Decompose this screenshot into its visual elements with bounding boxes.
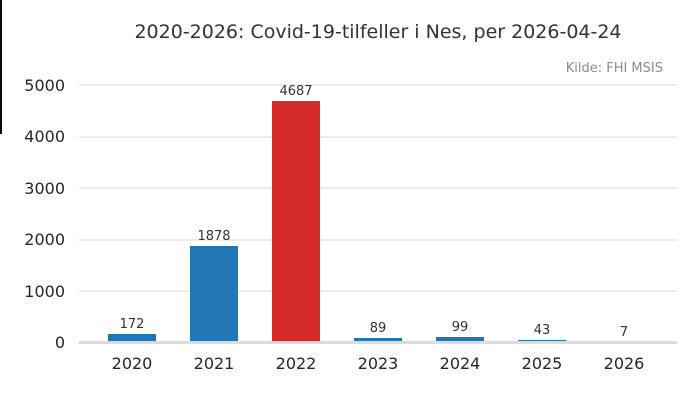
gridline-3000 bbox=[79, 187, 677, 189]
left-edge-artifact-line bbox=[0, 0, 2, 134]
bar-2022 bbox=[272, 101, 320, 344]
x-tick-label-2022: 2022 bbox=[275, 354, 317, 373]
gridline-4000 bbox=[79, 135, 677, 138]
chart-title: 2020-2026: Covid-19-tilfeller i Nes, per… bbox=[134, 21, 622, 43]
y-tick-label-3000: 3000 bbox=[24, 178, 65, 198]
bar-2020 bbox=[108, 333, 156, 344]
x-tick-label-2024: 2024 bbox=[439, 354, 481, 373]
x-tick-label-2023: 2023 bbox=[357, 354, 399, 373]
bar-value-label-2026: 7 bbox=[619, 325, 629, 341]
bar-value-label-2021: 1878 bbox=[197, 228, 231, 244]
bar-value-label-2025: 43 bbox=[533, 323, 551, 339]
bar-value-label-2024: 99 bbox=[451, 320, 469, 336]
x-tick-label-2026: 2026 bbox=[603, 354, 645, 373]
bar-value-label-2020: 172 bbox=[119, 316, 145, 332]
x-tick-label-2020: 2020 bbox=[111, 354, 153, 373]
source-annotation: Kilde: FHI MSIS bbox=[565, 61, 663, 76]
bar-2021 bbox=[190, 245, 238, 344]
gridline-5000 bbox=[79, 84, 677, 86]
x-axis-baseline bbox=[79, 341, 677, 344]
bar-2023 bbox=[354, 337, 402, 344]
bar-value-label-2023: 89 bbox=[369, 320, 387, 336]
gridline-1000 bbox=[79, 290, 677, 292]
bar-value-label-2022: 4687 bbox=[279, 84, 313, 100]
y-tick-label-4000: 4000 bbox=[24, 127, 65, 146]
y-tick-label-2000: 2000 bbox=[24, 230, 65, 249]
y-tick-label-1000: 1000 bbox=[24, 281, 65, 301]
y-tick-label-5000: 5000 bbox=[24, 75, 65, 95]
gridline-2000 bbox=[79, 238, 677, 241]
y-tick-label-0: 0 bbox=[54, 333, 65, 352]
x-tick-label-2021: 2021 bbox=[193, 354, 235, 373]
x-tick-label-2025: 2025 bbox=[521, 354, 563, 373]
bar-2024 bbox=[436, 337, 484, 344]
